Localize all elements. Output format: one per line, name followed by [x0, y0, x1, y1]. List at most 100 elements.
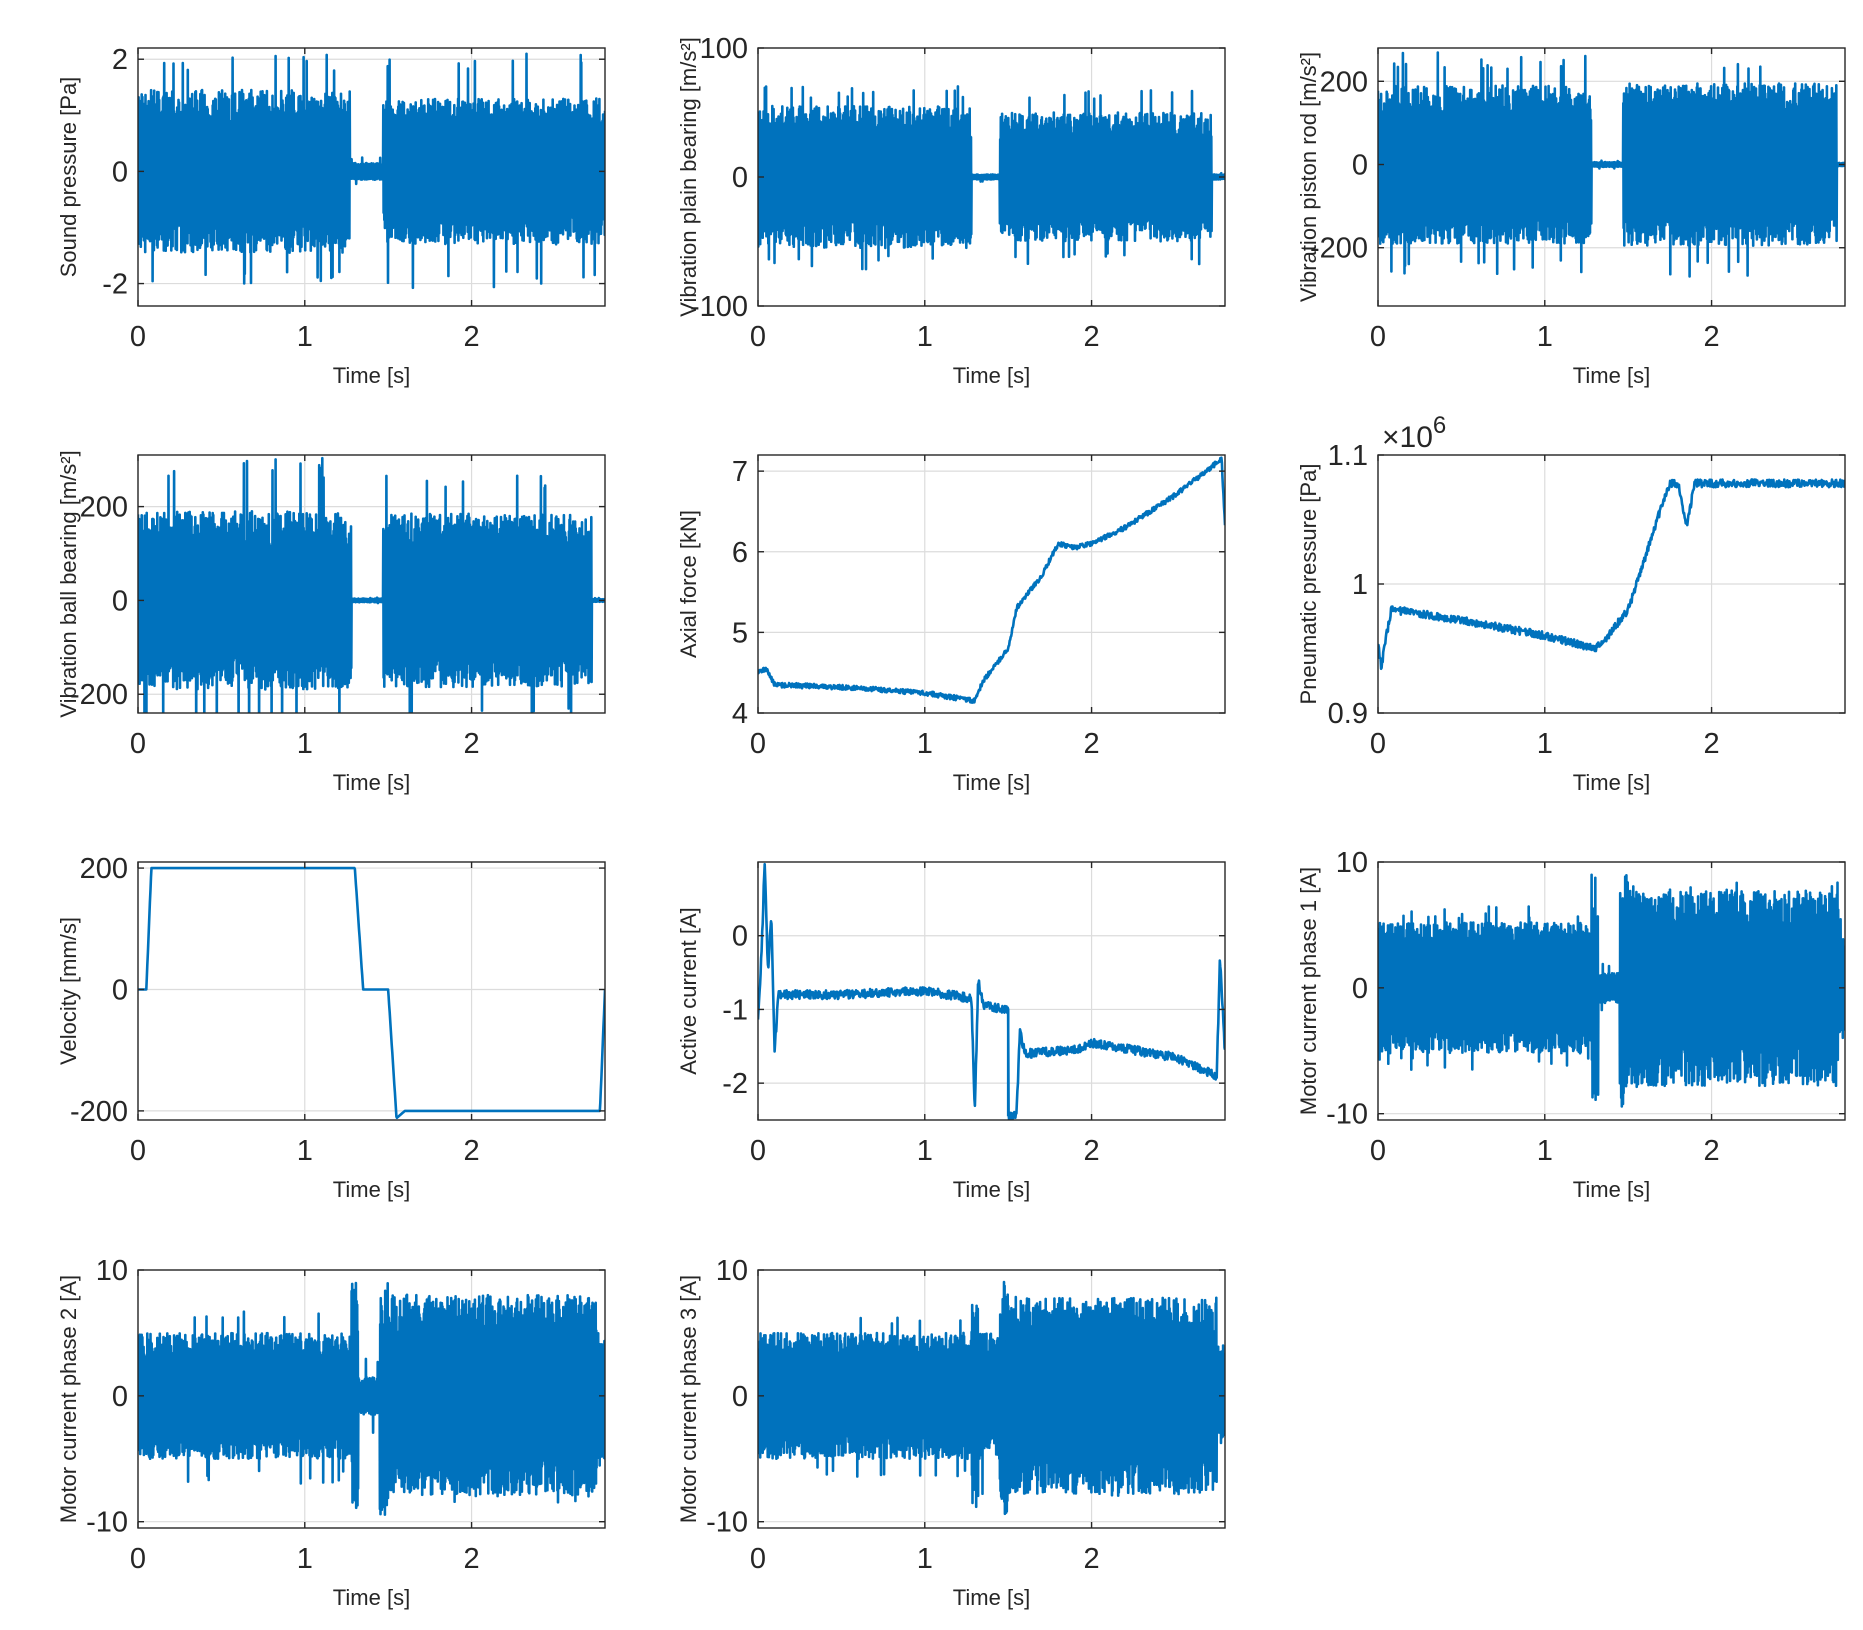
series-line — [138, 866, 605, 1120]
y-axis-label: Motor current phase 1 [A] — [1296, 867, 1321, 1115]
y-tick-label: 100 — [700, 33, 748, 65]
series-line — [138, 52, 605, 290]
x-tick-label: 2 — [464, 1543, 480, 1575]
x-tick-label: 2 — [1704, 321, 1720, 353]
y-tick-label: 200 — [80, 492, 128, 524]
x-tick-label: 0 — [1370, 1135, 1386, 1167]
x-tick-label: 0 — [130, 728, 146, 760]
x-axis-label: Time [s] — [953, 770, 1030, 795]
x-tick-label: 2 — [464, 321, 480, 353]
x-tick-label: 0 — [750, 1543, 766, 1575]
series-line — [758, 456, 1225, 704]
y-tick-label: -1 — [722, 994, 748, 1026]
x-tick-label: 1 — [297, 321, 313, 353]
x-tick-label: 2 — [1084, 728, 1100, 760]
y-exponent-label: ×106 — [1382, 412, 1446, 454]
x-tick-label: 1 — [1537, 728, 1553, 760]
series-line — [138, 1281, 605, 1516]
y-tick-label: 1.1 — [1328, 440, 1368, 472]
y-tick-label: 0 — [112, 585, 128, 617]
subplot-6: 0 1 2 0.9 1 1.1 ×106 Time [s] Pneumatic pressure… — [1296, 412, 1846, 795]
y-tick-label: 1 — [1352, 569, 1368, 601]
y-tick-label: 6 — [732, 537, 748, 569]
x-axis-label: Time [s] — [333, 363, 410, 388]
subplot-5: 0 1 2 4 5 6 7 Time [s] Axial force [kN] — [676, 454, 1226, 795]
x-tick-label: 2 — [1084, 1543, 1100, 1575]
y-tick-label: 0 — [1352, 150, 1368, 182]
axes-background — [758, 862, 1225, 1120]
x-axis-label: Time [s] — [333, 1177, 410, 1202]
y-axis-label: Active current [A] — [676, 907, 701, 1075]
x-tick-label: 0 — [130, 1135, 146, 1167]
y-tick-label: 0 — [112, 1381, 128, 1413]
x-tick-label: 0 — [1370, 321, 1386, 353]
x-tick-label: 1 — [917, 321, 933, 353]
y-axis-label: Motor current phase 3 [A] — [676, 1275, 701, 1523]
x-axis-label: Time [s] — [1573, 770, 1650, 795]
y-tick-label: 0 — [732, 921, 748, 953]
y-axis-label: Sound pressure [Pa] — [56, 77, 81, 278]
axes-background — [758, 455, 1225, 713]
x-axis-label: Time [s] — [333, 770, 410, 795]
y-tick-label: 7 — [732, 456, 748, 488]
y-tick-label: 0 — [732, 162, 748, 194]
y-tick-label: 10 — [716, 1255, 748, 1287]
series-line — [758, 862, 1225, 1120]
x-axis-label: Time [s] — [953, 1177, 1030, 1202]
x-tick-label: 2 — [1704, 728, 1720, 760]
y-tick-label: -2 — [722, 1068, 748, 1100]
x-tick-label: 1 — [1537, 321, 1553, 353]
y-axis-label: Pneumatic pressure [Pa] — [1296, 464, 1321, 705]
y-tick-label: -10 — [1326, 1099, 1368, 1131]
y-tick-label: 10 — [1336, 847, 1368, 879]
y-tick-label: 0 — [1352, 973, 1368, 1005]
x-tick-label: 1 — [1537, 1135, 1553, 1167]
y-axis-label: Vibration piston rod [m/s²] — [1296, 52, 1321, 302]
y-tick-label: 0.9 — [1328, 698, 1368, 730]
y-tick-label: -100 — [690, 291, 748, 323]
x-tick-label: 2 — [1704, 1135, 1720, 1167]
x-tick-label: 1 — [297, 728, 313, 760]
subplot-3: 0 1 2 -200 0 200 Time [s] Vibration piston rod … — [1296, 47, 1846, 388]
subplot-8: 0 1 2 -2 -1 0 Time [s] Active current [A] — [676, 861, 1226, 1202]
y-tick-label: 0 — [732, 1381, 748, 1413]
series-line — [1378, 478, 1845, 671]
x-tick-label: 2 — [464, 1135, 480, 1167]
y-tick-label: 200 — [80, 853, 128, 885]
y-axis-label: Vibration plain bearing [m/s²] — [676, 37, 701, 317]
y-tick-label: 0 — [112, 974, 128, 1006]
axes-frame — [757, 454, 1226, 714]
axes-frame — [757, 861, 1226, 1121]
y-axis-label: Velocity [mm/s] — [56, 917, 81, 1065]
y-tick-label: -200 — [1310, 233, 1368, 265]
y-tick-label: 0 — [112, 156, 128, 188]
axes-frame — [137, 47, 606, 307]
y-tick-label: -10 — [86, 1507, 128, 1539]
y-tick-label: -200 — [70, 679, 128, 711]
x-tick-label: 1 — [917, 1135, 933, 1167]
x-tick-label: 2 — [464, 728, 480, 760]
y-tick-label: -2 — [102, 269, 128, 301]
y-tick-label: -10 — [706, 1507, 748, 1539]
y-axis-label: Vibration ball bearing [m/s²] — [56, 450, 81, 717]
series-line — [758, 85, 1225, 271]
x-tick-label: 2 — [1084, 321, 1100, 353]
x-axis-label: Time [s] — [1573, 1177, 1650, 1202]
axes-background — [138, 862, 605, 1120]
axes-frame — [1377, 47, 1846, 307]
x-tick-label: 0 — [1370, 728, 1386, 760]
x-axis-label: Time [s] — [953, 1585, 1030, 1610]
x-axis-label: Time [s] — [333, 1585, 410, 1610]
y-axis-label: Axial force [kN] — [676, 510, 701, 658]
y-tick-label: 10 — [96, 1255, 128, 1287]
series-line — [758, 1280, 1225, 1516]
x-tick-label: 1 — [297, 1543, 313, 1575]
x-tick-label: 0 — [130, 1543, 146, 1575]
axes-frame — [137, 861, 606, 1121]
